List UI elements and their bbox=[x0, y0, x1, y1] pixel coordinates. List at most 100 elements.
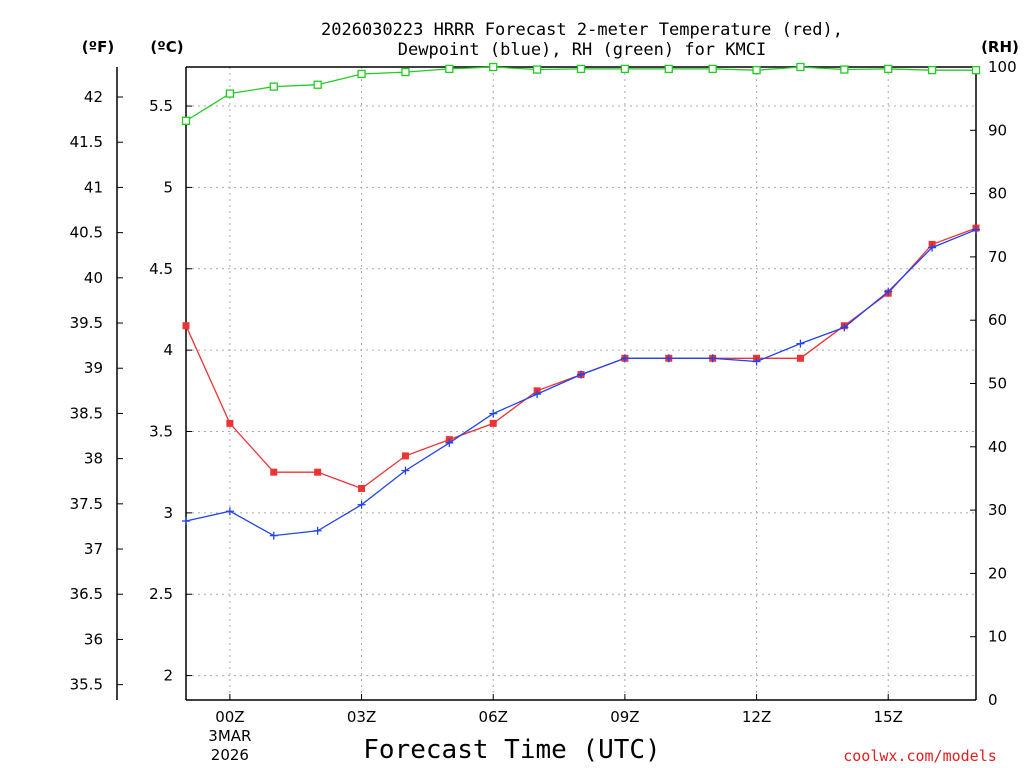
fahrenheit-tick-label: 42 bbox=[84, 88, 103, 106]
dewpoint-point bbox=[620, 354, 629, 363]
rh-point bbox=[313, 80, 322, 89]
rh-point bbox=[489, 62, 498, 72]
dewpoint-point bbox=[313, 526, 322, 535]
credit-text: coolwx.com/models bbox=[843, 747, 997, 765]
fahrenheit-tick-label: 39.5 bbox=[70, 314, 103, 332]
fahrenheit-tick-label: 41 bbox=[84, 178, 103, 196]
rh-point bbox=[620, 64, 630, 74]
rh-point bbox=[181, 116, 191, 125]
rh-tick-label: 20 bbox=[988, 564, 1007, 582]
fahrenheit-tick-label: 38 bbox=[84, 450, 103, 468]
rh-point bbox=[796, 62, 805, 72]
dewpoint-point bbox=[445, 438, 454, 447]
x-tick-label: 12Z bbox=[742, 708, 771, 726]
chart-title-line1: 2026030223 HRRR Forecast 2-meter Tempera… bbox=[321, 20, 843, 40]
rh-tick-label: 40 bbox=[988, 438, 1007, 456]
dewpoint-point bbox=[840, 323, 849, 332]
rh-unit-label: (RH) bbox=[981, 38, 1019, 56]
celsius-tick-label: 2.5 bbox=[149, 585, 173, 603]
dewpoint-point bbox=[489, 409, 498, 418]
dewpoint-point bbox=[577, 370, 585, 379]
rh-point bbox=[971, 66, 981, 75]
x-tick-year-label: 2026 bbox=[211, 746, 249, 764]
x-axis-label: Forecast Time (UTC) bbox=[363, 735, 660, 765]
x-tick-date-label: 3MAR bbox=[208, 727, 251, 745]
rh-point bbox=[532, 65, 542, 74]
rh-tick-label: 80 bbox=[988, 185, 1007, 203]
celsius-tick-label: 2 bbox=[163, 667, 173, 685]
dewpoint-point bbox=[401, 466, 410, 475]
dewpoint-point bbox=[752, 357, 761, 366]
celsius-tick-label: 3.5 bbox=[149, 423, 173, 441]
rh-point bbox=[401, 67, 410, 77]
celsius-tick-label: 5.5 bbox=[149, 97, 173, 115]
fahrenheit-tick-label: 39 bbox=[84, 359, 103, 377]
temperature-point bbox=[226, 419, 234, 427]
axes bbox=[116, 66, 977, 701]
temperature-point bbox=[401, 452, 409, 460]
fahrenheit-tick-label: 36 bbox=[84, 630, 103, 648]
dewpoint-point bbox=[269, 531, 278, 540]
temperature-point bbox=[270, 468, 278, 476]
celsius-tick-label: 4 bbox=[163, 341, 173, 359]
fahrenheit-tick-label: 36.5 bbox=[70, 585, 103, 603]
temperature-point bbox=[314, 468, 322, 476]
celsius-tick-label: 3 bbox=[163, 504, 173, 522]
dewpoint-point bbox=[796, 339, 805, 348]
rh-tick-label: 60 bbox=[988, 311, 1007, 329]
dewpoint-line bbox=[185, 229, 977, 537]
dewpoint-point bbox=[182, 517, 190, 526]
rh-point bbox=[445, 64, 454, 74]
rh-point bbox=[884, 64, 893, 74]
x-tick-label: 06Z bbox=[479, 708, 508, 726]
dewpoint-point bbox=[225, 507, 234, 516]
temperature-point bbox=[489, 419, 497, 427]
temperature-point bbox=[358, 484, 366, 492]
rh-tick-label: 100 bbox=[988, 58, 1017, 76]
celsius-unit-label: (ºC) bbox=[150, 38, 183, 56]
dewpoint-point bbox=[884, 287, 893, 296]
rh-point bbox=[708, 64, 717, 74]
x-tick-label: 15Z bbox=[874, 708, 903, 726]
grid-lines bbox=[186, 67, 976, 700]
temperature-line bbox=[185, 227, 977, 490]
dewpoint-point bbox=[708, 354, 717, 363]
fahrenheit-tick-label: 40 bbox=[84, 269, 103, 287]
rh-point bbox=[840, 65, 849, 74]
rh-point bbox=[576, 64, 586, 74]
fahrenheit-tick-label: 40.5 bbox=[70, 224, 103, 242]
rh-point bbox=[357, 69, 366, 79]
x-tick-label: 00Z bbox=[215, 708, 244, 726]
rh-point bbox=[269, 82, 278, 91]
tick-labels: 35.53636.53737.53838.53939.54040.54141.5… bbox=[70, 58, 1017, 764]
rh-point bbox=[225, 89, 235, 98]
rh-point bbox=[752, 66, 761, 75]
rh-tick-label: 30 bbox=[988, 501, 1007, 519]
fahrenheit-tick-label: 37.5 bbox=[70, 495, 103, 513]
rh-tick-label: 90 bbox=[988, 121, 1007, 139]
fahrenheit-tick-label: 37 bbox=[84, 540, 103, 558]
rh-tick-label: 0 bbox=[988, 691, 998, 709]
rh-point bbox=[664, 64, 673, 74]
temperature-point bbox=[796, 354, 804, 362]
fahrenheit-tick-label: 35.5 bbox=[70, 676, 103, 694]
rh-tick-label: 10 bbox=[988, 628, 1007, 646]
fahrenheit-unit-label: (ºF) bbox=[82, 38, 114, 56]
rh-tick-label: 50 bbox=[988, 375, 1007, 393]
fahrenheit-tick-label: 41.5 bbox=[70, 133, 103, 151]
dewpoint-point bbox=[928, 243, 937, 252]
dewpoint-point bbox=[664, 354, 673, 363]
chart-title-line2: Dewpoint (blue), RH (green) for KMCI bbox=[398, 40, 766, 60]
rh-point bbox=[927, 66, 937, 75]
series-layer bbox=[181, 62, 981, 540]
dewpoint-point bbox=[972, 225, 980, 234]
rh-tick-label: 70 bbox=[988, 248, 1007, 266]
fahrenheit-tick-label: 38.5 bbox=[70, 404, 103, 422]
celsius-tick-label: 5 bbox=[163, 178, 173, 196]
x-tick-label: 09Z bbox=[610, 708, 639, 726]
temperature-point bbox=[182, 322, 190, 330]
celsius-tick-label: 4.5 bbox=[149, 260, 173, 278]
rh-line bbox=[185, 66, 976, 122]
dewpoint-point bbox=[357, 500, 366, 509]
